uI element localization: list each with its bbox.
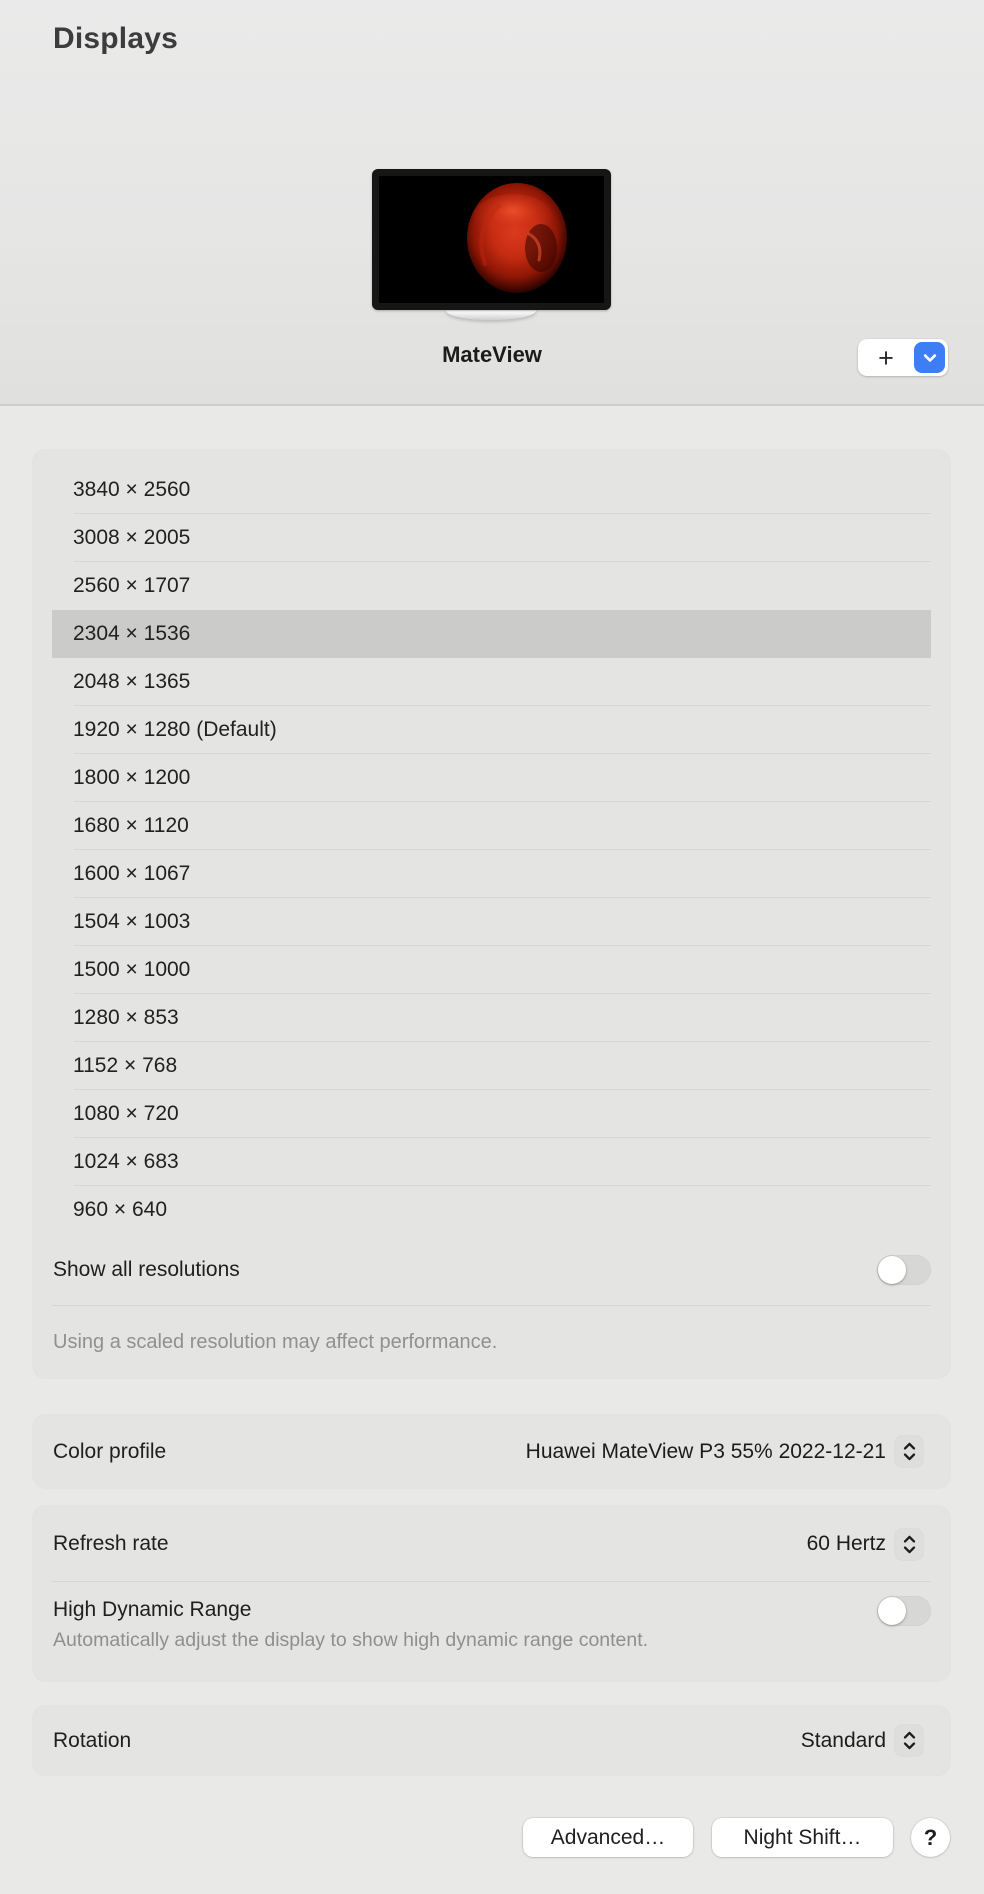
refresh-rate-row: Refresh rate 60 Hertz (33, 1506, 950, 1582)
resolution-option[interactable]: 1024 × 683 (33, 1138, 950, 1186)
rotation-row: Rotation Standard (33, 1706, 950, 1775)
add-display-menu-button[interactable] (914, 342, 945, 373)
resolution-list: 3840 × 2560 3008 × 2005 2560 × 1707 2304… (33, 450, 950, 1234)
resolution-option[interactable]: 1500 × 1000 (33, 946, 950, 994)
chevron-up-down-icon (903, 1442, 915, 1461)
resolution-option[interactable]: 2560 × 1707 (73, 574, 191, 597)
high-dynamic-range-row: High Dynamic Range Automatically adjust … (33, 1582, 950, 1652)
display-preview[interactable] (372, 169, 611, 310)
resolution-list-card: 3840 × 2560 3008 × 2005 2560 × 1707 2304… (33, 450, 950, 1378)
night-shift-button[interactable]: Night Shift… (712, 1818, 893, 1857)
high-dynamic-range-description: Automatically adjust the display to show… (53, 1629, 649, 1651)
resolution-option[interactable]: 1800 × 1200 (33, 754, 950, 802)
show-all-resolutions-toggle[interactable] (877, 1255, 931, 1285)
betta-fish-wallpaper (379, 176, 604, 303)
resolution-option[interactable]: 1280 × 853 (33, 994, 950, 1042)
help-button[interactable]: ? (911, 1818, 950, 1857)
refresh-rate-value: 60 Hertz (806, 1532, 886, 1555)
scaled-resolution-note: Using a scaled resolution may affect per… (53, 1330, 498, 1353)
chevron-up-down-icon (903, 1535, 915, 1553)
resolution-option[interactable]: 3840 × 2560 (33, 466, 950, 514)
show-all-resolutions-row: Show all resolutions (33, 1234, 950, 1306)
display-wallpaper-image (379, 176, 604, 303)
resolution-option[interactable]: 1680 × 1120 (33, 802, 950, 850)
add-display-plus-icon[interactable]: + (878, 342, 894, 373)
refresh-rate-card: Refresh rate 60 Hertz High Dynamic Range… (33, 1506, 950, 1681)
color-profile-row: Color profile Huawei MateView P3 55% 202… (33, 1415, 950, 1488)
rotation-select[interactable] (895, 1725, 923, 1756)
resolution-option[interactable]: 1920 × 1280 (Default) (33, 706, 950, 754)
color-profile-label: Color profile (53, 1439, 167, 1463)
toggle-knob (878, 1597, 906, 1625)
chevron-down-icon (923, 353, 936, 362)
advanced-button[interactable]: Advanced… (523, 1818, 693, 1857)
color-profile-value: Huawei MateView P3 55% 2022-12-21 (525, 1439, 886, 1463)
chevron-up-down-icon (903, 1731, 915, 1750)
high-dynamic-range-label: High Dynamic Range (53, 1598, 252, 1621)
refresh-rate-label: Refresh rate (53, 1532, 169, 1555)
resolution-option[interactable]: 1080 × 720 (33, 1090, 950, 1138)
toggle-knob (878, 1256, 906, 1284)
displays-header: Displays (0, 0, 984, 406)
resolution-option[interactable]: 3008 × 2005 (33, 514, 950, 562)
refresh-rate-select[interactable] (895, 1528, 923, 1560)
rotation-value: Standard (800, 1728, 886, 1752)
resolution-option[interactable]: 1504 × 1003 (33, 898, 950, 946)
page-title: Displays (53, 22, 178, 55)
color-profile-card: Color profile Huawei MateView P3 55% 202… (33, 1415, 950, 1488)
resolution-option[interactable]: 2048 × 1365 (33, 658, 950, 706)
rotation-label: Rotation (53, 1728, 132, 1752)
resolution-option[interactable]: 960 × 640 (73, 1198, 168, 1221)
high-dynamic-range-toggle[interactable] (877, 1596, 931, 1626)
color-profile-select[interactable] (895, 1436, 923, 1467)
rotation-card: Rotation Standard (33, 1706, 950, 1775)
resolution-option-selected[interactable]: 2304 × 1536 (33, 610, 950, 658)
resolution-option[interactable]: 1152 × 768 (33, 1042, 950, 1090)
add-display-split-button[interactable]: + (858, 339, 948, 376)
display-name-label: MateView (442, 342, 542, 367)
resolution-option[interactable]: 1600 × 1067 (33, 850, 950, 898)
show-all-resolutions-label: Show all resolutions (53, 1258, 240, 1281)
